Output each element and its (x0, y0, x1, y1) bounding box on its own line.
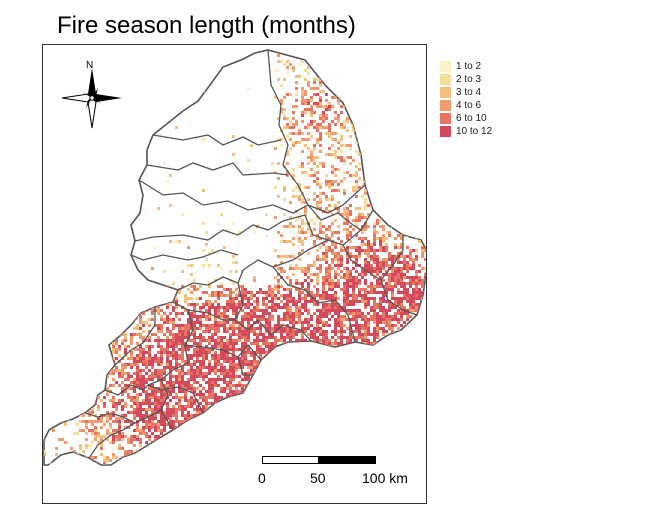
scale-label-100: 100 km (362, 470, 408, 486)
legend-label: 10 to 12 (456, 126, 493, 137)
scale-segment-black (318, 456, 376, 464)
legend-swatch (440, 87, 451, 98)
north-arrow-icon (61, 68, 122, 129)
legend: 1 to 2 2 to 3 3 to 4 4 to 6 6 to 10 10 t… (440, 60, 492, 138)
legend-item: 10 to 12 (440, 125, 492, 138)
legend-label: 6 to 10 (456, 113, 487, 124)
scale-segment-white (262, 456, 319, 464)
legend-swatch (440, 100, 451, 111)
district-boundaries (84, 49, 418, 459)
legend-item: 2 to 3 (440, 73, 492, 86)
legend-item: 3 to 4 (440, 86, 492, 99)
scale-bar (262, 456, 377, 465)
scale-label-50: 50 (310, 470, 326, 486)
legend-label: 2 to 3 (456, 74, 482, 85)
legend-item: 4 to 6 (440, 99, 492, 112)
map-title: Fire season length (months) (57, 12, 356, 39)
legend-label: 3 to 4 (456, 87, 482, 98)
scale-label-0: 0 (258, 470, 266, 486)
legend-label: 1 to 2 (456, 61, 482, 72)
legend-swatch (440, 61, 451, 72)
legend-swatch (440, 113, 451, 124)
map-canvas (43, 49, 426, 466)
map-panel (42, 44, 427, 504)
legend-swatch (440, 126, 451, 137)
legend-swatch (440, 74, 451, 85)
legend-item: 1 to 2 (440, 60, 492, 73)
legend-label: 4 to 6 (456, 100, 482, 111)
north-label: N (86, 60, 94, 71)
legend-item: 6 to 10 (440, 112, 492, 125)
